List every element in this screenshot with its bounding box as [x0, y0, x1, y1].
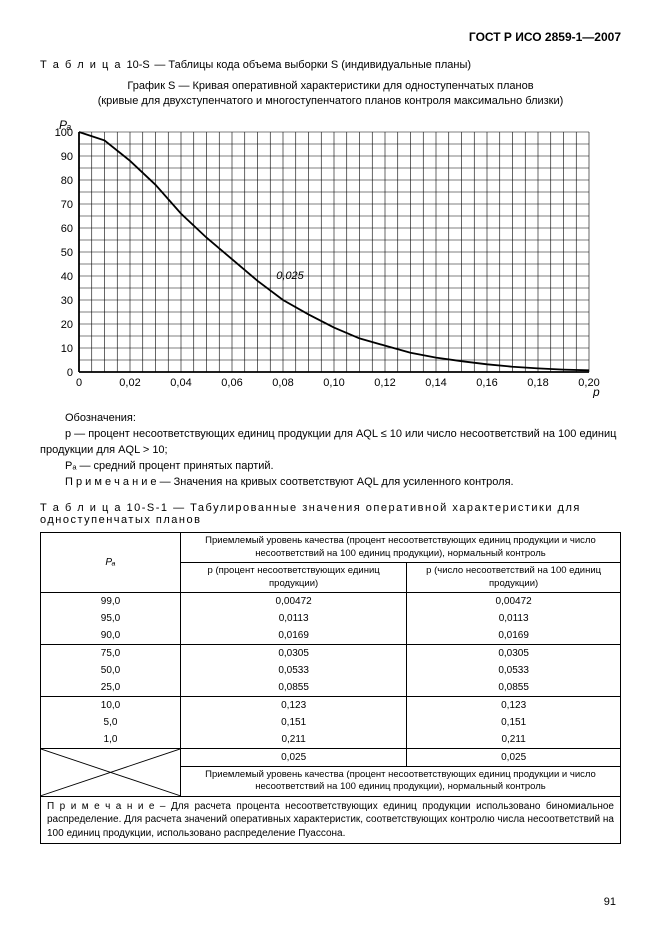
def-pa: Pₐ — средний процент принятых партий. — [40, 459, 621, 475]
svg-text:0,06: 0,06 — [221, 377, 242, 389]
pa-header: Pₐ — [41, 533, 181, 592]
p-cell: 0,0855 — [407, 679, 621, 697]
pa-cell: 95,0 — [41, 610, 181, 627]
p-cell: 0,0305 — [181, 644, 407, 662]
p-cell: 0,0855 — [181, 679, 407, 697]
svg-text:70: 70 — [61, 199, 73, 211]
table-prefix: Т а б л и ц а — [40, 59, 122, 71]
def-heading: Обозначения: — [40, 411, 621, 427]
p-cell: 0,0113 — [181, 610, 407, 627]
cross-cell — [41, 748, 181, 796]
svg-text:0,08: 0,08 — [272, 377, 293, 389]
pa-cell: 10,0 — [41, 696, 181, 714]
chart-title-line1: График S — Кривая оперативной характерис… — [40, 79, 621, 94]
table-s1-desc: — Табулированные значения оперативной ха… — [40, 502, 581, 526]
standard-header: ГОСТ Р ИСО 2859-1—2007 — [40, 30, 621, 44]
svg-text:80: 80 — [61, 175, 73, 187]
chart-svg: 100908070605040302010000,020,040,060,080… — [45, 118, 605, 398]
table-s1-prefix: Т а б л и ц а — [40, 502, 122, 514]
col-p1-header: p (процент несоответствующих единиц прод… — [181, 563, 407, 593]
p-cell: 0,0113 — [407, 610, 621, 627]
oc-table: Pₐ Приемлемый уровень качества (процент … — [40, 532, 621, 844]
p-cell: 0,123 — [181, 696, 407, 714]
definitions-block: Обозначения: p — процент несоответствующ… — [40, 411, 621, 491]
svg-text:60: 60 — [61, 223, 73, 235]
pa-cell: 75,0 — [41, 644, 181, 662]
svg-text:Pₐ: Pₐ — [59, 118, 71, 132]
svg-text:0,04: 0,04 — [170, 377, 191, 389]
def-p: p — процент несоответствующих единиц про… — [40, 427, 621, 459]
final-p-cell: 0,025 — [181, 748, 407, 766]
svg-text:30: 30 — [61, 295, 73, 307]
p-cell: 0,00472 — [407, 592, 621, 610]
pa-cell: 99,0 — [41, 592, 181, 610]
pa-cell: 25,0 — [41, 679, 181, 697]
svg-text:0: 0 — [67, 367, 73, 379]
svg-text:0,02: 0,02 — [119, 377, 140, 389]
p-cell: 0,151 — [407, 714, 621, 731]
table-row: 90,00,01690,0169 — [41, 627, 621, 645]
p-cell: 0,211 — [181, 731, 407, 749]
table-row: 5,00,1510,151 — [41, 714, 621, 731]
svg-text:0,10: 0,10 — [323, 377, 344, 389]
pa-cell: 5,0 — [41, 714, 181, 731]
chart-title: График S — Кривая оперативной характерис… — [40, 79, 621, 110]
table-desc: — Таблицы кода объема выборки S (индивид… — [154, 59, 471, 71]
table-row: 10,00,1230,123 — [41, 696, 621, 714]
footnote-cell: П р и м е ч а н и е – Для расчета процен… — [41, 796, 621, 844]
cross-row-1: 0,0250,025 — [41, 748, 621, 766]
svg-text:20: 20 — [61, 319, 73, 331]
p-cell: 0,0533 — [407, 662, 621, 679]
svg-text:0,14: 0,14 — [425, 377, 446, 389]
bottom-header: Приемлемый уровень качества (процент нес… — [181, 766, 621, 796]
svg-text:0,16: 0,16 — [476, 377, 497, 389]
table-row: 50,00,05330,0533 — [41, 662, 621, 679]
svg-text:90: 90 — [61, 151, 73, 163]
p-cell: 0,0169 — [181, 627, 407, 645]
top-header: Приемлемый уровень качества (процент нес… — [181, 533, 621, 563]
svg-text:0,025: 0,025 — [276, 270, 304, 282]
pa-cell: 50,0 — [41, 662, 181, 679]
p-cell: 0,0305 — [407, 644, 621, 662]
p-cell: 0,123 — [407, 696, 621, 714]
pa-cell: 90,0 — [41, 627, 181, 645]
table-row: 25,00,08550,0855 — [41, 679, 621, 697]
svg-text:40: 40 — [61, 271, 73, 283]
col-p2-header: p (число несоответствий на 100 единиц пр… — [407, 563, 621, 593]
oc-chart: 100908070605040302010000,020,040,060,080… — [45, 118, 605, 401]
p-cell: 0,151 — [181, 714, 407, 731]
p-cell: 0,0533 — [181, 662, 407, 679]
page-number: 91 — [604, 896, 616, 908]
p-cell: 0,211 — [407, 731, 621, 749]
table-s1-number: 10-S-1 — [127, 502, 169, 514]
svg-text:0,12: 0,12 — [374, 377, 395, 389]
pa-cell: 1,0 — [41, 731, 181, 749]
table-number: 10-S — [127, 59, 150, 71]
svg-text:0,18: 0,18 — [527, 377, 548, 389]
table-row: 1,00,2110,211 — [41, 731, 621, 749]
table-row: 75,00,03050,0305 — [41, 644, 621, 662]
final-p-cell: 0,025 — [407, 748, 621, 766]
chart-title-line2: (кривые для двухступенчатого и многоступ… — [40, 94, 621, 109]
table-row: 95,00,01130,0113 — [41, 610, 621, 627]
table-s1-title: Т а б л и ц а 10-S-1 — Табулированные зн… — [40, 502, 621, 526]
p-cell: 0,00472 — [181, 592, 407, 610]
svg-text:0: 0 — [76, 377, 82, 389]
table-row: 99,00,004720,00472 — [41, 592, 621, 610]
p-cell: 0,0169 — [407, 627, 621, 645]
def-note: П р и м е ч а н и е — Значения на кривых… — [40, 475, 621, 491]
table-s-title: Т а б л и ц а 10-S — Таблицы кода объема… — [40, 59, 621, 71]
svg-text:50: 50 — [61, 247, 73, 259]
footnote-row: П р и м е ч а н и е – Для расчета процен… — [41, 796, 621, 844]
svg-text:10: 10 — [61, 343, 73, 355]
svg-text:p: p — [592, 385, 600, 398]
